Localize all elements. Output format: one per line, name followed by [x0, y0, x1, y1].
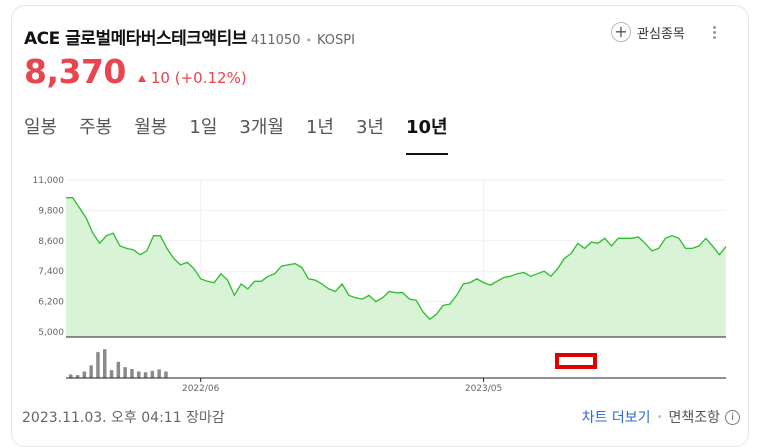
- price-chart[interactable]: 11,000 9,800 8,600 7,400 6,200 5,000 2022/06 2…: [0, 0, 778, 429]
- stock-code: 411050: [250, 33, 301, 48]
- volume-bar: [164, 371, 168, 378]
- more-chart-link[interactable]: 차트 더보기: [581, 410, 651, 426]
- volume-bar: [143, 372, 148, 378]
- highlight-marker: [555, 353, 597, 369]
- volume-bar: [123, 367, 127, 378]
- volume-bar: [157, 369, 161, 378]
- info-icon[interactable]: i: [725, 409, 740, 425]
- price-line: [66, 197, 727, 321]
- period-tabs: 일봉 주봉 월봉 1일 3개월 1년 3년 10년: [24, 113, 470, 155]
- y-tick-label: 5,000: [38, 328, 64, 338]
- y-tick-label: 6,200: [38, 298, 64, 308]
- change-value: 10: [150, 69, 170, 87]
- volume-bar: [96, 352, 100, 378]
- tab-daily[interactable]: 일봉: [24, 117, 58, 138]
- tab-10year[interactable]: 10년: [406, 113, 448, 155]
- volume-bar: [89, 365, 93, 378]
- stock-name[interactable]: ACE 글로벌메타버스테크액티브: [24, 29, 247, 49]
- tab-3year[interactable]: 3년: [355, 117, 384, 138]
- footer-links: 차트 더보기 • 면책조항 i: [582, 407, 740, 427]
- y-tick-label: 9,800: [38, 206, 64, 216]
- timestamp: 2023.11.03. 오후 04:11 장마감: [22, 410, 225, 426]
- price-change: 10 (+0.12%): [137, 69, 247, 87]
- stock-header: ACE 글로벌메타버스테크액티브 411050 • KOSPI: [24, 24, 355, 49]
- tab-1year[interactable]: 1년: [305, 117, 334, 138]
- x-tick-label: 2022/06: [182, 384, 220, 394]
- tab-monthly[interactable]: 월봉: [134, 117, 168, 138]
- current-price: 8,370: [24, 52, 126, 91]
- plus-icon: +: [611, 22, 631, 42]
- y-tick-label: 11,000: [33, 176, 65, 186]
- up-arrow-icon: [137, 75, 146, 82]
- watchlist-label: 관심종목: [637, 26, 685, 42]
- x-tick-label: 2023/05: [465, 384, 502, 394]
- volume-bar: [75, 375, 80, 378]
- y-tick-label: 8,600: [38, 237, 64, 247]
- volume-bar: [150, 370, 155, 378]
- price-row: 8,370 10 (+0.12%): [24, 52, 247, 91]
- volume-bar: [137, 371, 141, 378]
- change-percent: (+0.12%): [174, 69, 247, 87]
- separator-dot: •: [656, 411, 663, 423]
- volume-bar: [103, 349, 107, 378]
- price-area: [66, 197, 726, 337]
- volume-bar: [116, 361, 121, 378]
- market-label: KOSPI: [316, 33, 355, 48]
- volume-bar: [109, 370, 114, 378]
- y-tick-label: 7,400: [38, 267, 64, 277]
- tab-weekly[interactable]: 주봉: [79, 117, 113, 138]
- add-watchlist-button[interactable]: + 관심종목: [611, 22, 685, 42]
- tab-1day[interactable]: 1일: [189, 117, 218, 138]
- more-options-icon[interactable]: [709, 24, 719, 42]
- disclaimer-link[interactable]: 면책조항: [668, 410, 720, 426]
- tab-3month[interactable]: 3개월: [239, 117, 284, 138]
- volume-bar: [82, 371, 87, 378]
- volume-bar: [130, 369, 134, 378]
- separator-dot: •: [305, 34, 312, 47]
- volume-bar: [69, 374, 73, 378]
- stock-card: [11, 5, 749, 447]
